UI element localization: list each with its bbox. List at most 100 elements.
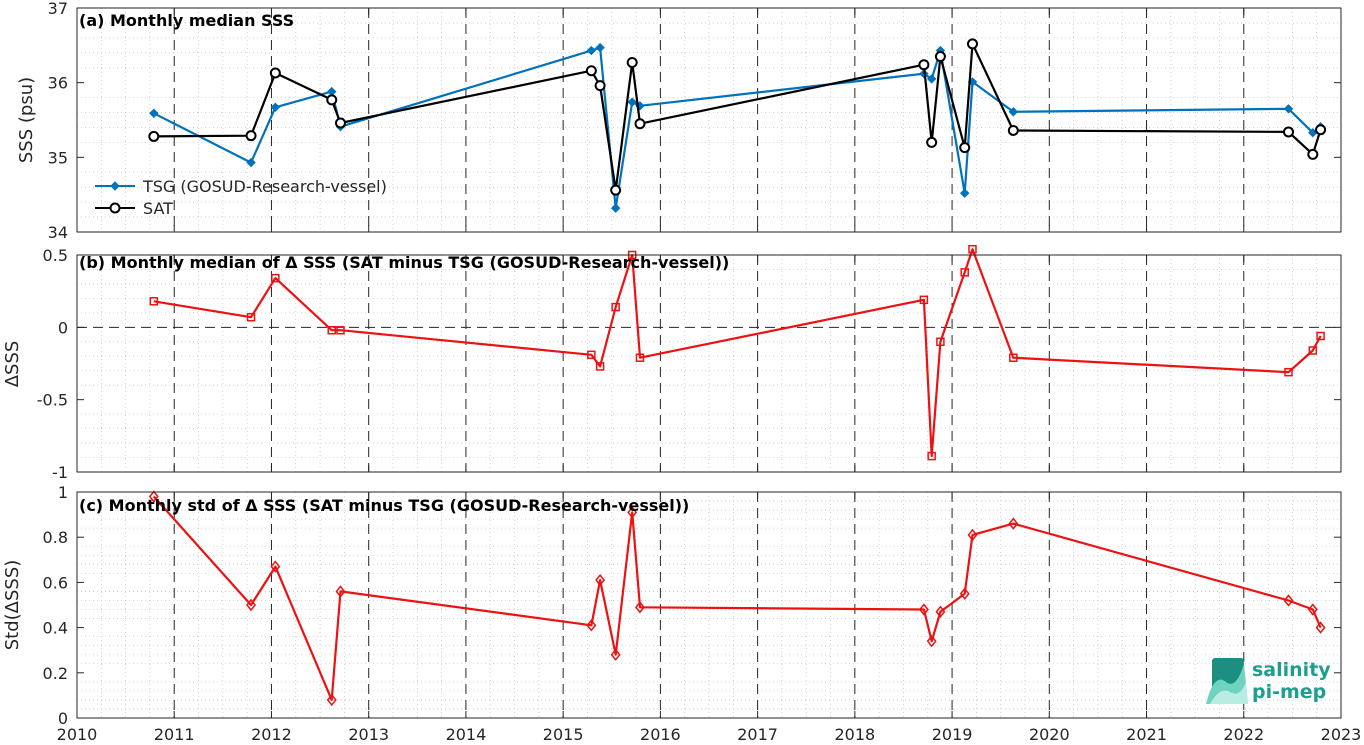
x-tick-label: 2017 (737, 725, 778, 744)
legend-label-sat: SAT (143, 199, 173, 218)
y-tick-label: 36 (48, 74, 68, 93)
data-point (595, 362, 605, 371)
data-point (959, 587, 970, 600)
y-tick-label: 37 (48, 0, 68, 18)
data-point (1008, 107, 1019, 117)
salinity-pi-mep-logo: salinity pi-mep (1206, 658, 1331, 704)
panel-c-series (148, 490, 1326, 707)
data-point (1308, 346, 1318, 355)
panel-b-title: (b) Monthly median of Δ SSS (SAT minus T… (79, 253, 729, 272)
series-line-delta (153, 248, 1322, 458)
data-point (587, 350, 596, 360)
x-tick-label: 2021 (1126, 725, 1167, 744)
data-point (926, 74, 937, 84)
data-point (610, 203, 621, 213)
data-point (326, 94, 338, 106)
data-point (246, 598, 257, 612)
x-tick-label: 2014 (446, 725, 487, 744)
data-point (610, 184, 622, 196)
panel-c-y-ticks: 0 0.2 0.4 0.6 0.8 1 (43, 483, 1341, 728)
data-point (595, 42, 605, 53)
data-point (1282, 126, 1294, 138)
x-tick-label: 2015 (543, 725, 584, 744)
x-tick-label: 2018 (834, 725, 875, 744)
panel-a-grid (77, 8, 1341, 232)
data-point (918, 603, 929, 616)
panel-c-axes-box (76, 491, 1342, 719)
y-tick-label: 1 (58, 483, 68, 502)
data-point (960, 268, 969, 277)
data-point (335, 585, 346, 598)
y-tick-label: 35 (48, 148, 68, 167)
panel-a-series (148, 38, 1327, 213)
data-point (959, 142, 971, 154)
panel-b-ylabel: ΔSSS (2, 341, 23, 388)
data-point (627, 97, 637, 107)
data-point (919, 295, 929, 305)
panel-a: 34 35 36 37 (a) Monthly median SSS SSS (psu… (16, 0, 1342, 242)
data-point (1008, 517, 1019, 530)
x-tick-label: 2010 (57, 725, 98, 744)
data-point (1007, 124, 1019, 136)
data-point (149, 108, 159, 118)
data-point (1307, 148, 1319, 160)
logo-wave-icon (1206, 658, 1248, 704)
legend-marker-tsg (110, 181, 120, 191)
panel-a-legend: TSG (GOSUD-Research-vessel) SAT (95, 177, 387, 218)
data-point (635, 601, 645, 614)
data-point (626, 57, 638, 69)
y-tick-label: -1 (52, 463, 68, 482)
x-tick-label: 2023 (1321, 725, 1362, 744)
panel-c-ylabel: Std(ΔSSS) (2, 560, 23, 651)
data-point (270, 560, 281, 573)
y-tick-label: 0 (58, 709, 68, 728)
x-tick-label: 2011 (154, 725, 195, 744)
data-point (595, 573, 606, 587)
data-point (1284, 367, 1293, 377)
data-point (327, 325, 336, 335)
x-axis-ticks: 2010 2011 2012 2013 2014 2015 2016 2017 2018 2019… (57, 8, 1362, 744)
data-point (918, 59, 930, 71)
y-tick-label: 0 (58, 318, 68, 337)
data-point (935, 605, 946, 618)
panel-b-grid (77, 255, 1341, 472)
y-tick-label: 0.2 (43, 664, 68, 683)
panel-c: 00.20.40.60.81 2010 2011 2012 2013 2014 2015 2… (2, 8, 1361, 744)
y-tick-label: 0.8 (43, 528, 68, 547)
y-tick-label: 34 (48, 223, 68, 242)
data-point (960, 188, 970, 198)
data-point (611, 302, 620, 312)
data-point (926, 634, 937, 648)
logo-line2: pi-mep (1252, 681, 1326, 703)
data-point (936, 337, 945, 347)
data-point (1283, 594, 1294, 607)
x-tick-label: 2022 (1223, 725, 1264, 744)
data-point (926, 136, 938, 148)
data-point (148, 490, 159, 503)
x-tick-label: 2019 (932, 725, 973, 744)
data-point (1315, 124, 1327, 136)
data-point (968, 244, 977, 254)
data-point (271, 273, 280, 283)
data-point (610, 648, 621, 661)
data-point (627, 506, 638, 519)
data-point (334, 117, 346, 129)
legend-marker-sat (109, 202, 121, 214)
x-tick-label: 2013 (348, 725, 389, 744)
panel-a-title: (a) Monthly median SSS (79, 11, 294, 30)
data-point (1315, 621, 1326, 634)
data-point (586, 45, 597, 56)
y-tick-label: 0.6 (43, 573, 68, 592)
data-point (246, 157, 256, 168)
panel-c-title: (c) Monthly std of Δ SSS (SAT minus TSG … (79, 496, 689, 515)
legend-label-tsg: TSG (GOSUD-Research-vessel) (142, 177, 387, 196)
panel-a-axes-box (76, 7, 1342, 233)
data-point (634, 118, 646, 130)
logo-line1: salinity (1252, 659, 1331, 681)
data-point (269, 67, 281, 79)
data-point (246, 312, 256, 322)
panel-b-series (149, 244, 1325, 461)
data-point (586, 619, 597, 632)
data-point (1316, 331, 1325, 341)
